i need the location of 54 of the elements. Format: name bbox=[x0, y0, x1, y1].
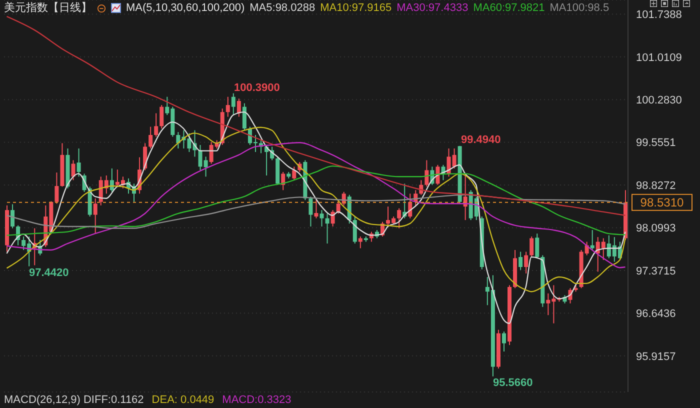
text: MA5:98.0288 bbox=[250, 2, 316, 14]
text: MA30:97.4333 bbox=[396, 2, 468, 14]
text: MACD(26,12,9) DIFF:0.1162 bbox=[4, 394, 144, 406]
y-tick-label: 101.0109 bbox=[636, 52, 682, 64]
candlestick bbox=[160, 104, 164, 130]
candlestick bbox=[314, 200, 318, 219]
candlestick bbox=[281, 171, 286, 191]
candlestick bbox=[231, 92, 236, 116]
candlestick bbox=[236, 98, 241, 118]
candlestick bbox=[336, 200, 340, 214]
candlestick bbox=[524, 251, 528, 274]
y-tick-label: 97.3715 bbox=[636, 265, 676, 278]
candlestick bbox=[292, 166, 296, 181]
line-series bbox=[6, 142, 626, 268]
candlestick bbox=[518, 251, 523, 270]
candlestick bbox=[54, 172, 59, 204]
candlestick bbox=[10, 204, 15, 229]
candlestick bbox=[226, 96, 230, 118]
text: MA60:97.9821 bbox=[473, 2, 545, 14]
y-tick-label: 99.5551 bbox=[636, 137, 676, 150]
candlestick bbox=[535, 233, 540, 259]
candlestick bbox=[308, 196, 313, 228]
candlestick bbox=[502, 331, 506, 352]
candlestick bbox=[154, 112, 158, 138]
y-tick-label: 95.9157 bbox=[636, 350, 676, 363]
ref-line-label: 98.5310 bbox=[640, 195, 684, 210]
candlestick bbox=[242, 102, 246, 131]
candlestick bbox=[148, 126, 153, 149]
candlestick bbox=[325, 213, 330, 244]
text: MA100:98.5 bbox=[550, 2, 610, 14]
text: DEA: 0.0449 bbox=[152, 394, 214, 406]
y-tick-label: 101.7388 bbox=[636, 9, 682, 22]
legend-title: MA(5,10,30,60,100,200) bbox=[126, 2, 245, 14]
annotation: 99.4940 bbox=[461, 134, 501, 146]
text: MA10:97.9165 bbox=[320, 2, 392, 14]
candlestick bbox=[424, 160, 429, 188]
annotation: 100.3900 bbox=[234, 82, 280, 94]
candlestick bbox=[76, 148, 81, 178]
text: MACD:0.3323 bbox=[222, 394, 292, 406]
y-tick-label: 98.8272 bbox=[636, 180, 676, 192]
annotation: 95.5660 bbox=[493, 377, 533, 389]
annotation: 97.4420 bbox=[29, 267, 69, 279]
candlestick bbox=[352, 216, 357, 244]
y-tick-label: 98.0993 bbox=[636, 222, 676, 235]
candlestick bbox=[93, 198, 98, 234]
candlestick bbox=[320, 210, 324, 228]
candlestick bbox=[71, 160, 76, 181]
candlestick bbox=[358, 236, 362, 249]
line-series bbox=[6, 126, 626, 292]
y-tick-label: 96.6436 bbox=[636, 308, 676, 320]
candlestick bbox=[530, 236, 534, 258]
chart-title: 美元指数【日线】 bbox=[4, 2, 92, 14]
candlestick bbox=[397, 208, 402, 229]
y-tick-label: 100.2830 bbox=[636, 94, 682, 106]
